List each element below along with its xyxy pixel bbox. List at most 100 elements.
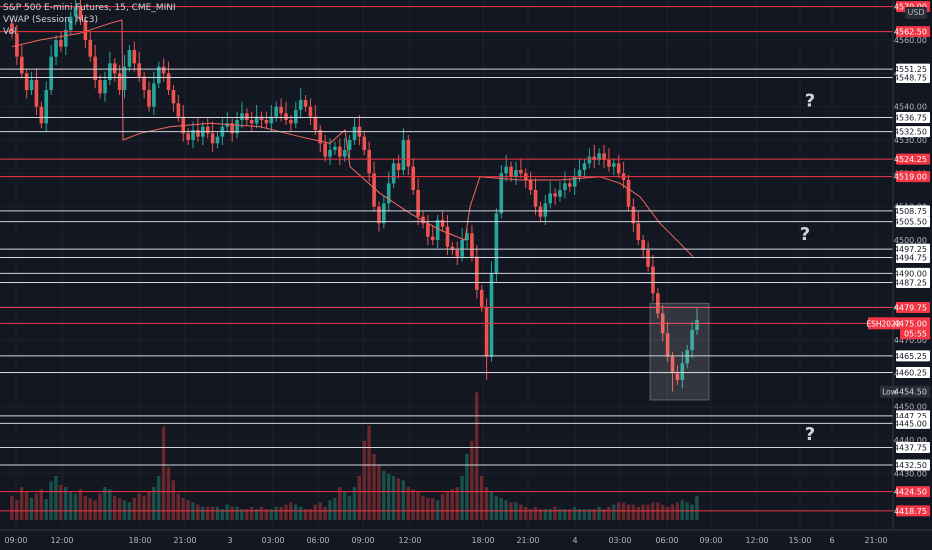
level-price-tag	[896, 486, 930, 498]
volume-indicator-label[interactable]: Vol	[3, 27, 17, 37]
price-axis[interactable]	[893, 0, 932, 530]
level-price-label: 4487.25	[894, 279, 927, 288]
vwap-indicator-label[interactable]: VWAP (Session, hlc3)	[3, 15, 98, 25]
volume-bar	[479, 476, 484, 520]
candle-body	[612, 163, 616, 167]
volume-bar	[558, 509, 562, 520]
level-price-label: 4551.25	[894, 65, 927, 74]
currency-label[interactable]: USD	[905, 7, 927, 19]
time-tick-label: 03:00	[608, 536, 631, 545]
volume-bar	[215, 506, 220, 520]
candle-body	[29, 80, 34, 90]
candle-body	[39, 106, 44, 124]
volume-bar	[220, 509, 224, 520]
candle-body	[308, 106, 313, 117]
candle-body	[78, 6, 83, 21]
volume-bar	[421, 495, 425, 520]
candle-body	[230, 123, 234, 134]
level-price-tag	[896, 459, 930, 471]
time-axis[interactable]	[0, 530, 932, 550]
volume-bar	[426, 498, 430, 520]
volume-bar	[533, 506, 538, 520]
volume-bar	[49, 481, 53, 520]
volume-bar	[225, 504, 229, 520]
level-price-tag	[896, 417, 930, 429]
candle-body	[166, 73, 171, 90]
candle-body	[352, 126, 357, 140]
volume-bar	[186, 500, 190, 520]
volume-bar	[626, 504, 631, 520]
level-price-label: 4418.75	[894, 507, 927, 516]
volume-bar	[73, 493, 78, 520]
time-tick-label: 09:00	[351, 536, 374, 545]
volume-bar	[406, 487, 410, 520]
volume-bar	[10, 495, 14, 520]
question-mark-annotation[interactable]: ?	[805, 424, 815, 445]
volume-bar	[132, 498, 136, 520]
candle-body	[88, 40, 93, 57]
time-tick-label: 06:00	[306, 536, 329, 545]
volume-bar	[161, 426, 166, 520]
candle-body	[186, 133, 190, 140]
candle-body	[181, 116, 186, 134]
time-tick-label: 6	[829, 536, 834, 545]
candle-body	[103, 80, 107, 94]
candle-body	[641, 240, 645, 250]
candle-body	[396, 163, 401, 170]
question-mark-annotation[interactable]: ?	[805, 91, 815, 112]
volume-bar	[142, 495, 146, 520]
level-price-tag	[896, 26, 930, 38]
level-price-label: 4460.25	[894, 369, 927, 378]
volume-bar	[582, 509, 587, 520]
candle-body	[519, 170, 523, 174]
volume-bar	[93, 500, 97, 520]
time-tick-label: 18:00	[471, 536, 494, 545]
volume-bar	[587, 509, 591, 520]
candle-body	[362, 136, 367, 150]
highlight-rectangle[interactable]	[649, 302, 710, 401]
candle-body	[108, 63, 112, 80]
level-price-tag	[896, 153, 930, 165]
time-tick-label: 06:00	[655, 536, 678, 545]
volume-bar	[386, 473, 391, 520]
price-tick-label: 4430.00	[894, 469, 927, 478]
symbol-title[interactable]: S&P 500 E-mini Futures, 15, CME_MINI	[3, 3, 176, 13]
candle-body	[631, 206, 636, 224]
volume-bar	[78, 489, 83, 520]
volume-bar	[528, 509, 533, 520]
volume-bar	[567, 509, 572, 520]
level-price-tag	[896, 267, 930, 279]
volume-bar	[39, 489, 43, 520]
level-price-label: 4465.25	[894, 352, 927, 361]
candle-body	[558, 190, 562, 197]
time-tick-label: 21:00	[516, 536, 539, 545]
volume-bar	[475, 392, 479, 520]
candle-body	[528, 180, 533, 190]
question-mark-annotation[interactable]: ?	[800, 224, 810, 245]
level-price-tag	[896, 302, 930, 313]
volume-bar	[147, 491, 151, 520]
volume-bar	[342, 491, 347, 520]
candle-body	[171, 90, 176, 104]
volume-bar	[313, 504, 317, 520]
level-price-label: 4524.25	[894, 155, 927, 164]
volume-bar	[602, 509, 606, 520]
volume-bar	[430, 498, 435, 520]
volume-bar	[572, 506, 577, 520]
volume-bar	[279, 506, 283, 520]
candle-body	[176, 103, 181, 117]
volume-bar	[641, 504, 645, 520]
candle-body	[44, 90, 49, 124]
time-tick-label: 09:00	[4, 536, 27, 545]
candle-body	[607, 160, 611, 167]
candle-body	[161, 66, 166, 74]
volume-bar	[88, 498, 92, 520]
time-tick-label: 12:00	[50, 536, 73, 545]
price-tick-label: 4540.00	[894, 103, 927, 112]
candle-body	[205, 126, 210, 134]
level-price-label: 4532.50	[894, 128, 927, 137]
volume-bar	[470, 440, 474, 520]
candle-body	[651, 266, 655, 294]
